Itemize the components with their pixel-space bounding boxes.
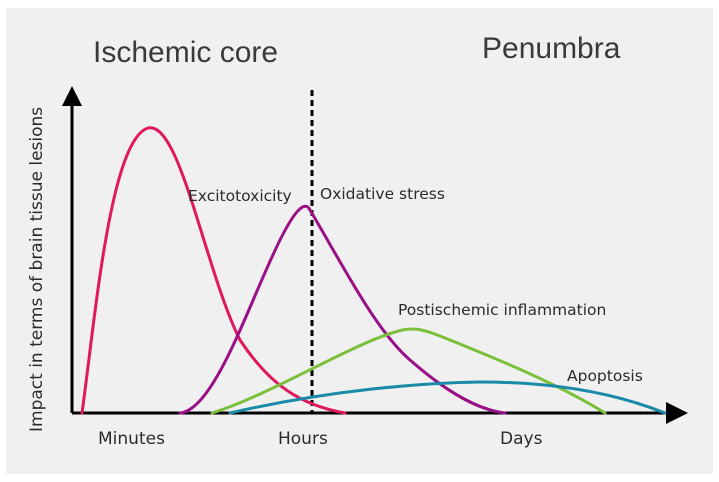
apoptosis-label: Apoptosis (567, 367, 643, 385)
ischemic-core-title: Ischemic core (93, 36, 278, 69)
x-axis-arrow-icon (666, 402, 688, 424)
excitotoxicity-curve (80, 126, 347, 415)
x-tick-hours: Hours (278, 429, 328, 449)
postischemic-inflammation-label: Postischemic inflammation (398, 301, 606, 319)
y-axis-label: Impact in terms of brain tissue lesions (27, 107, 47, 432)
x-tick-minutes: Minutes (98, 429, 165, 449)
excitotoxicity-label: Excitotoxicity (188, 187, 292, 205)
y-axis-arrow-icon (62, 86, 82, 106)
postischemic-inflammation-curve (210, 327, 607, 415)
oxidative-stress-label: Oxidative stress (320, 185, 445, 203)
penumbra-title: Penumbra (482, 32, 621, 65)
diagram-panel (6, 8, 713, 474)
apoptosis-curve (228, 380, 667, 415)
oxidative-stress-curve (178, 204, 507, 415)
x-tick-days: Days (500, 429, 543, 449)
